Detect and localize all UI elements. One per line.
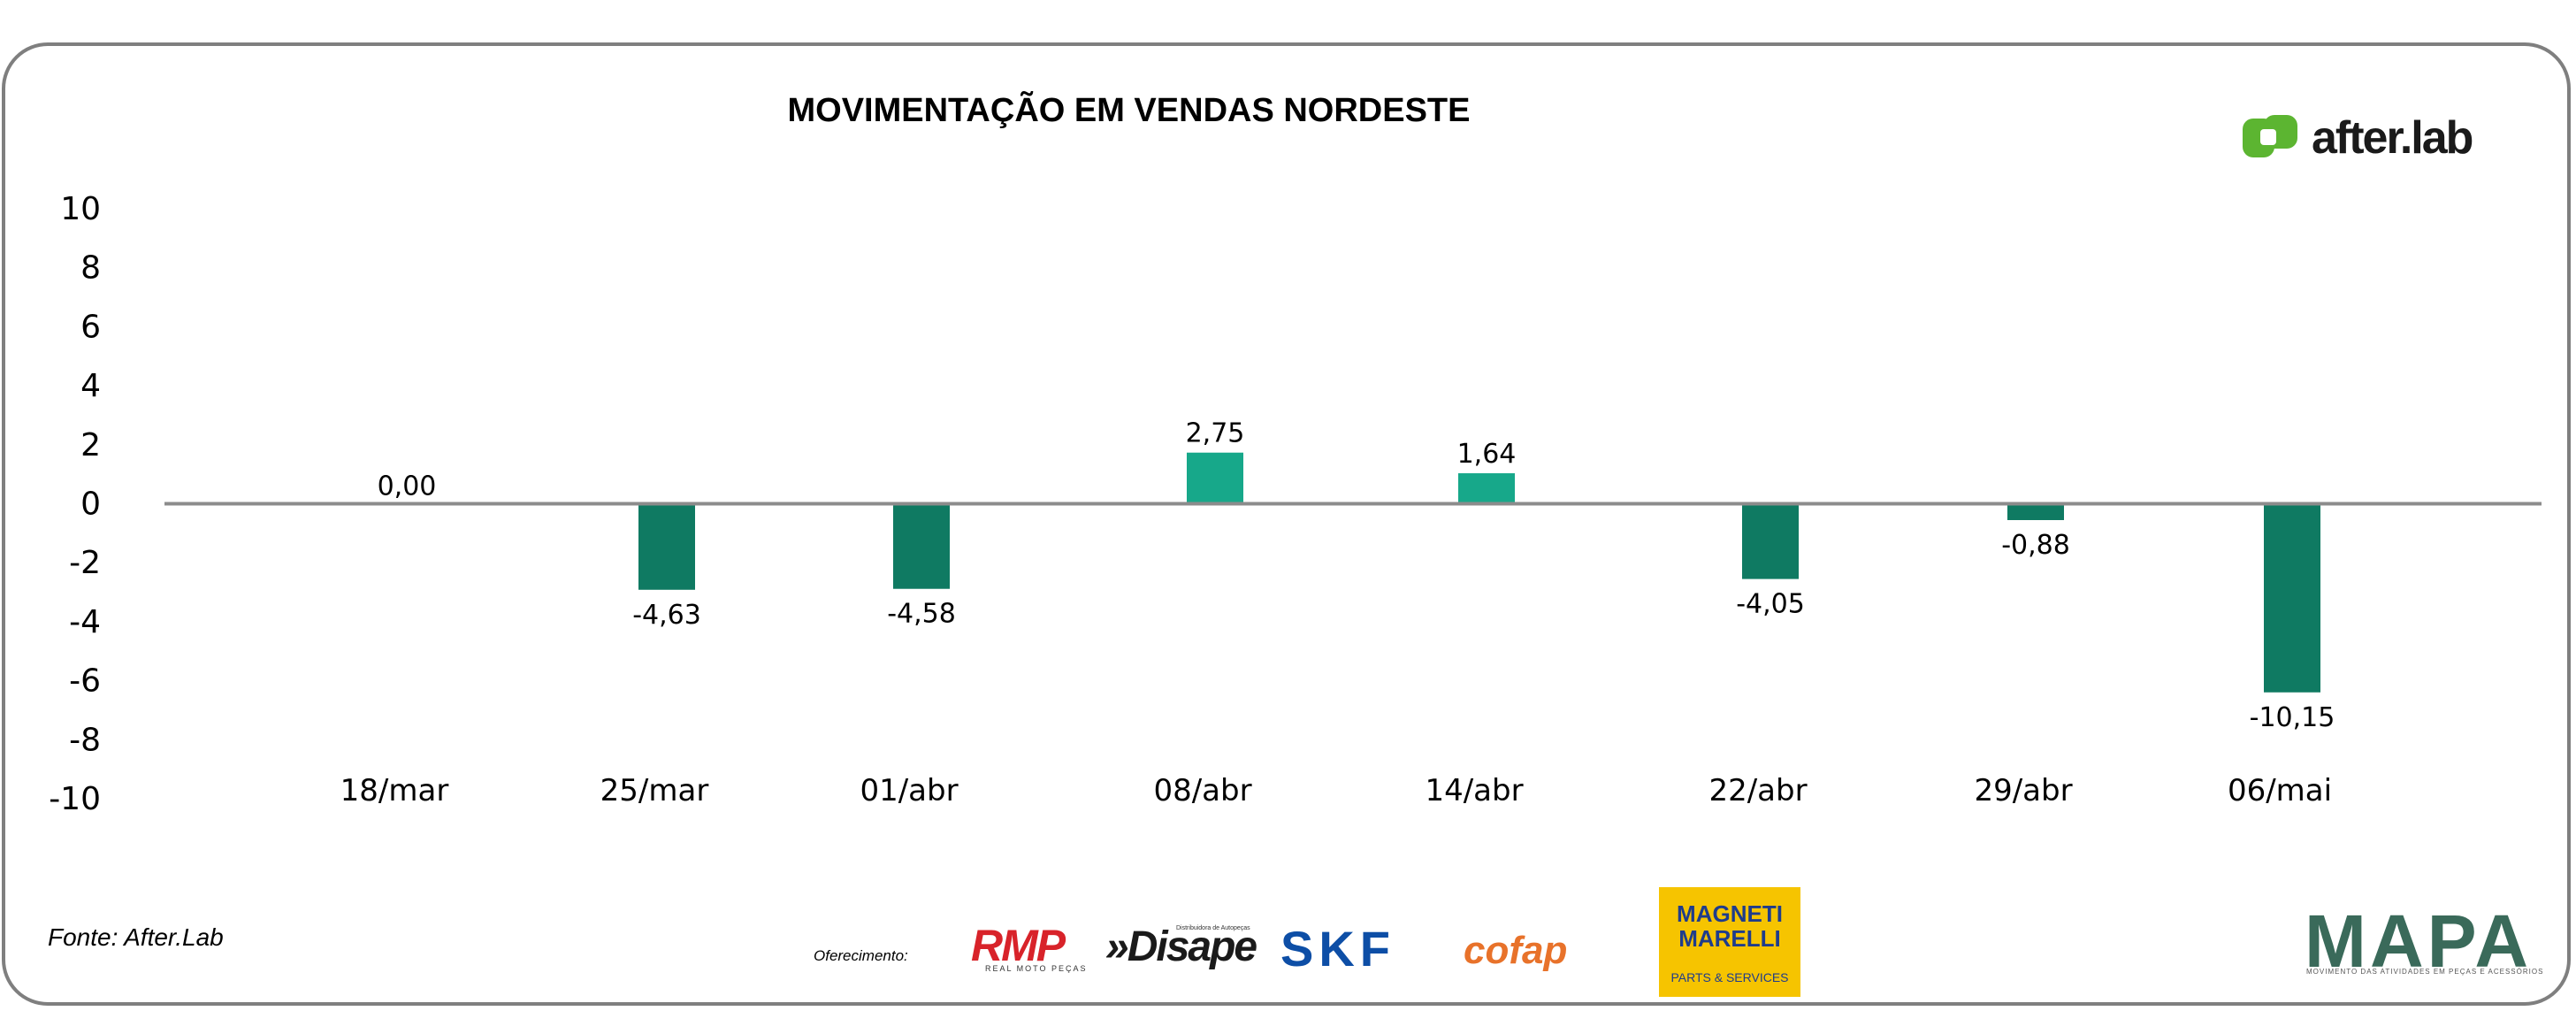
chart-frame [2,42,2571,1006]
y-tick-label: -10 [49,781,101,817]
mapa-logo: MAPA [2305,900,2533,983]
bar [638,503,695,590]
data-label: -4,58 [887,599,956,630]
bar [893,503,950,589]
x-tick-label: 14/abr [1425,773,1523,808]
disape-logo-subtitle: Distribuidora de Autopeças [1176,925,1250,931]
bar [1187,452,1243,504]
afterlab-logo: after.lab [2241,111,2473,165]
y-tick-label: -2 [69,545,101,581]
y-tick-label: 4 [80,368,101,404]
x-tick-label: 29/abr [1974,773,2072,808]
y-tick-label: 6 [80,309,101,345]
y-tick-label: 10 [60,191,101,227]
x-tick-label: 08/abr [1153,773,1251,808]
rmp-logo-subtitle: REAL MOTO PEÇAS [985,964,1088,973]
bar [1458,473,1515,504]
chart-title: MOVIMENTAÇÃO EM VENDAS NORDESTE [787,92,1471,129]
mapa-logo-subtitle: MOVIMENTO DAS ATIVIDADES EM PEÇAS E ACES… [2306,968,2544,976]
x-tick-label: 18/mar [340,773,449,808]
source-note: Fonte: After.Lab [48,923,224,951]
data-label: 1,64 [1457,439,1517,470]
cofap-logo: cofap [1464,929,1568,972]
y-tick-label: 0 [80,486,101,523]
y-tick-label: -8 [69,722,101,758]
bar [2007,503,2064,520]
bar [2264,503,2320,693]
sponsors-label: Oferecimento: [814,947,908,964]
x-tick-label: 25/mar [600,773,709,808]
afterlab-logo-icon [2243,115,2297,157]
y-tick-label: -4 [69,604,101,640]
bar-chart: 10 8 6 4 2 0 -2 -4 -6 -8 -10 0,00 18/mar -4,63 25/mar -… [49,191,2542,817]
bar [1742,503,1799,579]
x-tick-label: 22/abr [1708,773,1807,808]
rmp-logo: RMP [971,921,1066,970]
afterlab-logo-text: after.lab [2312,112,2473,164]
x-tick-label: 01/abr [860,773,958,808]
magneti-marelli-subtitle: PARTS & SERVICES [1670,970,1789,984]
magneti-marelli-logo: MAGNETI MARELLI PARTS & SERVICES [1659,887,1800,997]
data-label: -4,63 [632,600,701,631]
x-tick-label: 06/mai [2228,773,2332,808]
data-label: -0,88 [2001,530,2070,561]
disape-logo: »Disape [1105,923,1257,970]
data-label: 0,00 [378,471,437,502]
data-label: -4,05 [1736,589,1805,620]
skf-logo: SKF [1280,921,1395,977]
y-tick-label: -6 [69,663,101,700]
y-tick-label: 2 [80,427,101,463]
data-label: -10,15 [2250,702,2335,733]
data-label: 2,75 [1186,418,1245,449]
magneti-marelli-name: MAGNETI MARELLI [1677,900,1783,952]
y-tick-label: 8 [80,250,101,287]
